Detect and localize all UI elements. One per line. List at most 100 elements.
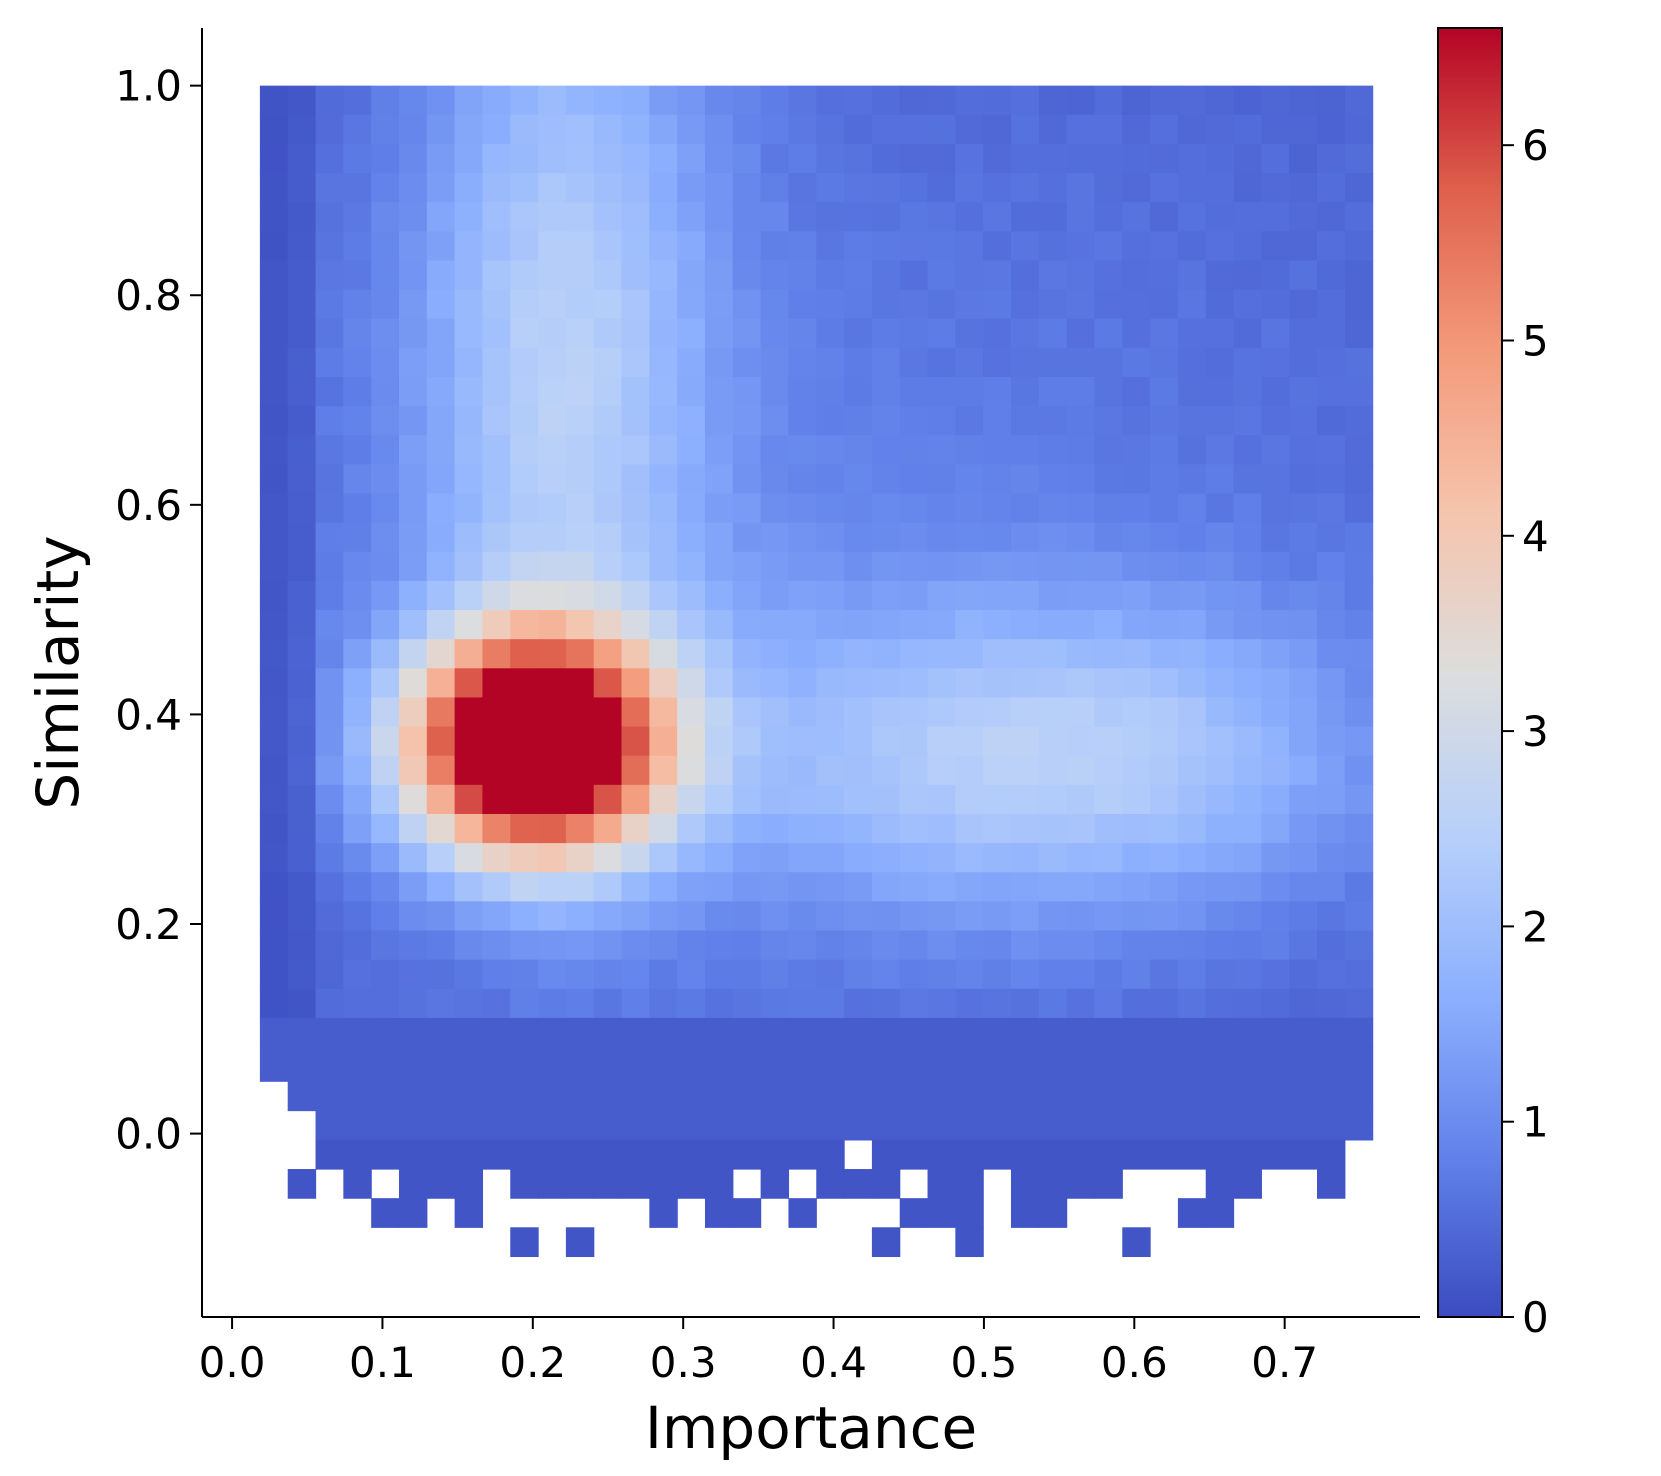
heatmap-cell: [704, 668, 734, 699]
heatmap-cell: [732, 580, 762, 611]
heatmap-cell: [927, 813, 956, 844]
heatmap-cell: [259, 318, 289, 349]
heatmap-cell: [315, 843, 344, 873]
heatmap-cell: [482, 347, 511, 378]
heatmap-cell: [621, 464, 650, 495]
heatmap-cell: [1066, 843, 1096, 873]
heatmap-cell: [816, 202, 845, 232]
heatmap-cell: [1317, 493, 1346, 524]
heatmap-cell: [510, 988, 539, 1019]
heatmap-cell: [371, 435, 400, 465]
heatmap-cell: [287, 522, 317, 553]
heatmap-cell: [538, 610, 567, 640]
heatmap-cell: [565, 901, 595, 932]
heatmap-cell: [593, 697, 623, 728]
heatmap-cell: [1010, 260, 1040, 291]
heatmap-cell: [816, 697, 845, 728]
heatmap-cell: [259, 930, 289, 961]
heatmap-cell: [398, 959, 428, 990]
heatmap-cell: [315, 143, 344, 174]
heatmap-cell: [565, 435, 595, 465]
heatmap-cell: [482, 318, 511, 349]
heatmap-cell: [788, 173, 817, 203]
heatmap-cell: [1289, 347, 1318, 378]
heatmap-cell: [1177, 959, 1207, 990]
heatmap-cell: [844, 1169, 873, 1199]
heatmap-cell: [482, 289, 511, 320]
heatmap-cell: [1233, 85, 1262, 116]
heatmap-cell: [1066, 289, 1096, 320]
heatmap-cell: [1233, 988, 1262, 1019]
heatmap-cell: [371, 1076, 400, 1106]
heatmap-cell: [565, 1047, 595, 1077]
heatmap-cell: [1344, 464, 1374, 495]
heatmap-cell: [1205, 1105, 1235, 1136]
heatmap-cell: [593, 784, 623, 815]
colorbar-tick-label: 6: [1522, 121, 1549, 170]
heatmap-cell: [426, 1047, 456, 1077]
heatmap-cell: [871, 1017, 901, 1048]
heatmap-cell: [510, 318, 539, 349]
heatmap-cell: [677, 813, 706, 844]
heatmap-cell: [1010, 347, 1040, 378]
heatmap-cell: [844, 202, 873, 232]
heatmap-cell: [1010, 697, 1040, 728]
heatmap-cell: [259, 202, 289, 232]
heatmap-cell: [593, 551, 623, 582]
heatmap-cell: [955, 580, 984, 611]
heatmap-cell: [704, 173, 734, 203]
heatmap-cell: [927, 930, 956, 961]
heatmap-cell: [983, 813, 1012, 844]
heatmap-cell: [1289, 1105, 1318, 1136]
heatmap-cell: [510, 813, 539, 844]
heatmap-cell: [1261, 1076, 1290, 1106]
heatmap-cell: [1344, 639, 1374, 669]
heatmap-cell: [704, 1134, 734, 1141]
heatmap-cell: [816, 435, 845, 465]
heatmap-cell: [565, 639, 595, 669]
heatmap-cell: [371, 1047, 400, 1077]
heatmap-cell: [1289, 639, 1318, 669]
heatmap-cell: [1177, 1017, 1207, 1048]
heatmap-cell: [1150, 1139, 1179, 1170]
heatmap-cell: [287, 260, 317, 291]
heatmap-cell: [677, 1139, 706, 1170]
heatmap-cell: [1289, 1076, 1318, 1106]
heatmap-cell: [1122, 580, 1151, 611]
heatmap-cell: [732, 843, 762, 873]
heatmap-cell: [538, 464, 567, 495]
heatmap-cell: [621, 668, 650, 699]
heatmap-cell: [371, 231, 400, 262]
heatmap-cell: [1066, 464, 1096, 495]
heatmap-cell: [1150, 697, 1179, 728]
heatmap-cell: [704, 202, 734, 232]
heatmap-cell: [482, 784, 511, 815]
heatmap-cell: [1177, 260, 1207, 291]
heatmap-cell: [677, 1017, 706, 1048]
heatmap-cell: [677, 289, 706, 320]
heatmap-cell: [677, 435, 706, 465]
heatmap-cell: [1177, 114, 1207, 145]
heatmap-cell: [677, 522, 706, 553]
heatmap-cell: [315, 202, 344, 232]
heatmap-cell: [565, 551, 595, 582]
heatmap-cell: [1066, 435, 1096, 465]
heatmap-cell: [1150, 376, 1179, 407]
heatmap-cell: [704, 493, 734, 524]
heatmap-cell: [1122, 1105, 1151, 1136]
heatmap-cell: [1094, 464, 1123, 495]
heatmap-cell: [760, 1134, 790, 1141]
heatmap-cell: [1233, 843, 1262, 873]
heatmap-cell: [343, 376, 372, 407]
heatmap-cell: [1261, 580, 1290, 611]
heatmap-cell: [760, 901, 790, 932]
heatmap-cell: [955, 551, 984, 582]
heatmap-cell: [704, 784, 734, 815]
heatmap-cell: [704, 1139, 734, 1170]
heatmap-cell: [704, 289, 734, 320]
heatmap-cell: [454, 289, 484, 320]
heatmap-cell: [593, 639, 623, 669]
heatmap-cell: [315, 289, 344, 320]
heatmap-cell: [788, 289, 817, 320]
heatmap-cell: [287, 114, 317, 145]
